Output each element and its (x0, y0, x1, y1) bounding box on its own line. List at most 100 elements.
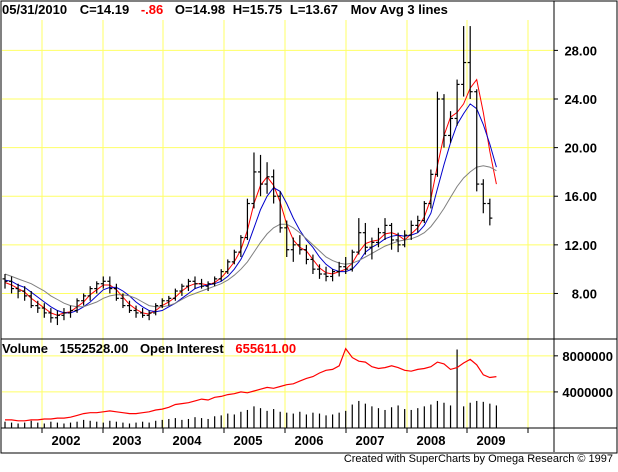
year-tick-label: 2002 (52, 433, 81, 448)
price-bar (153, 303, 159, 316)
price-bar (15, 283, 21, 299)
price-bar (382, 218, 388, 240)
price-bar (356, 218, 362, 255)
price-bar (192, 276, 198, 289)
header-close: C=14.19 (80, 2, 130, 17)
price-bar (120, 293, 126, 309)
time-axis: 2002 2003 2004 2005 2006 2007 2008 2009 (41, 428, 529, 448)
price-bar (48, 308, 54, 323)
price-bar (454, 79, 460, 126)
price-bar (54, 310, 60, 326)
volume-value: 1552528.00 (60, 341, 129, 356)
header-low: L=13.67 (290, 2, 338, 17)
price-bar (441, 94, 447, 148)
price-bar (225, 259, 231, 275)
price-bar (133, 305, 139, 318)
header-date: 05/31/2010 (2, 2, 67, 17)
price-bar (271, 169, 277, 204)
price-bar (408, 220, 414, 240)
price-bar (238, 235, 244, 257)
grid (2, 20, 554, 428)
price-bar (277, 191, 283, 233)
volume-axis: 4000000 8000000 (554, 349, 613, 400)
price-bar (41, 303, 47, 318)
price-bar (244, 198, 250, 240)
year-tick-label: 2006 (295, 433, 324, 448)
price-bar (415, 215, 421, 233)
price-bar (487, 198, 493, 226)
price-bar (362, 222, 368, 255)
year-tick-label: 2009 (477, 433, 506, 448)
price-bar (22, 286, 28, 301)
open-interest-series (5, 347, 497, 422)
price-bar (467, 26, 473, 99)
volume-bars (4, 349, 497, 428)
price-header: 05/31/2010 C=14.19 -.86 O=14.98 H=15.75 … (2, 2, 448, 17)
volume-tick-label: 4000000 (562, 385, 613, 400)
price-tick-label: 12.00 (564, 238, 597, 253)
year-tick-label: 2007 (356, 433, 385, 448)
price-bar (258, 154, 264, 197)
price-bar (140, 308, 146, 318)
price-tick-label: 28.00 (564, 43, 597, 58)
header-open: O=14.98 (175, 2, 225, 17)
price-axis: 8.00 12.00 16.00 20.00 24.00 28.00 (554, 43, 597, 301)
price-bar (428, 169, 434, 209)
price-bar (480, 179, 486, 214)
price-bar (100, 276, 106, 289)
year-tick-label: 2005 (234, 433, 263, 448)
price-bar (172, 288, 178, 301)
price-bar (212, 276, 218, 287)
price-bar (81, 293, 87, 306)
price-bar (199, 278, 205, 289)
price-bar (349, 249, 355, 272)
price-bar (74, 298, 80, 313)
price-tick-label: 24.00 (564, 92, 597, 107)
volume-header: Volume 1552528.00 Open Interest 655611.0… (2, 341, 296, 356)
price-tick-label: 8.00 (572, 286, 597, 301)
price-bar (389, 222, 395, 250)
price-bar (303, 244, 309, 265)
price-bar (395, 232, 401, 253)
header-change: -.86 (141, 2, 163, 17)
price-bar (35, 300, 41, 313)
open-interest-label: Open Interest (140, 341, 224, 356)
price-bar (231, 249, 237, 265)
price-bar (68, 305, 74, 318)
price-bar (166, 295, 172, 306)
header-high: H=15.75 (233, 2, 283, 17)
price-bar (323, 266, 329, 282)
moving-average-fast (4, 78, 497, 316)
moving-averages (4, 78, 497, 316)
moving-average-slow (4, 165, 497, 308)
price-bar (290, 237, 296, 262)
price-bar (421, 201, 427, 223)
price-bar (474, 89, 480, 192)
price-bar (284, 220, 290, 257)
price-bar (402, 230, 408, 248)
price-bar (218, 269, 224, 282)
price-bar (126, 300, 132, 313)
price-bar (107, 276, 113, 294)
credit-text: Created with SuperCharts by Omega Resear… (344, 453, 613, 465)
price-bar (2, 274, 8, 289)
price-bar (264, 162, 270, 194)
price-bar (113, 283, 119, 301)
year-tick-label: 2008 (417, 433, 446, 448)
chart-frame (0, 0, 618, 454)
price-bar (330, 269, 336, 282)
price-bar (251, 152, 257, 209)
outer-frame (0, 0, 618, 454)
price-bar (297, 235, 303, 255)
volume-label: Volume (2, 341, 48, 356)
open-interest-line (5, 347, 497, 422)
price-tick-label: 20.00 (564, 141, 597, 156)
price-bar (336, 261, 342, 277)
moving-average-mid (4, 103, 497, 314)
price-bar (448, 111, 454, 143)
year-tick-label: 2004 (173, 433, 203, 448)
year-tick-label: 2003 (113, 433, 142, 448)
